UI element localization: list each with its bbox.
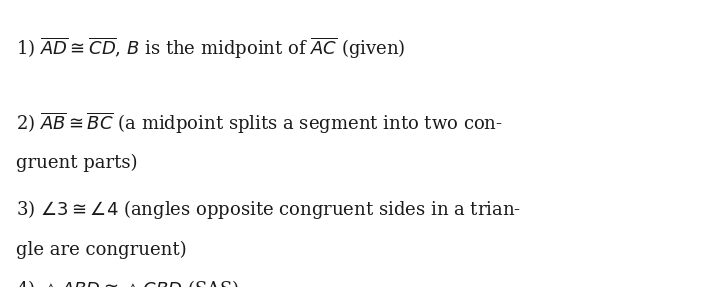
- Text: gle are congruent): gle are congruent): [16, 241, 186, 259]
- Text: 2) $\overline{AB}\cong\overline{BC}$ (a midpoint splits a segment into two con-: 2) $\overline{AB}\cong\overline{BC}$ (a …: [16, 110, 503, 136]
- Text: gruent parts): gruent parts): [16, 154, 138, 172]
- Text: 3) $\angle 3\cong\angle 4$ (angles opposite congruent sides in a trian-: 3) $\angle 3\cong\angle 4$ (angles oppos…: [16, 198, 521, 221]
- Text: 4) $\triangle ABD\cong\triangle CBD$ (SAS): 4) $\triangle ABD\cong\triangle CBD$ (SA…: [16, 278, 239, 287]
- Text: 1) $\overline{AD}\cong\overline{CD}$, $B$ is the midpoint of $\overline{AC}$ (gi: 1) $\overline{AD}\cong\overline{CD}$, $B…: [16, 36, 405, 61]
